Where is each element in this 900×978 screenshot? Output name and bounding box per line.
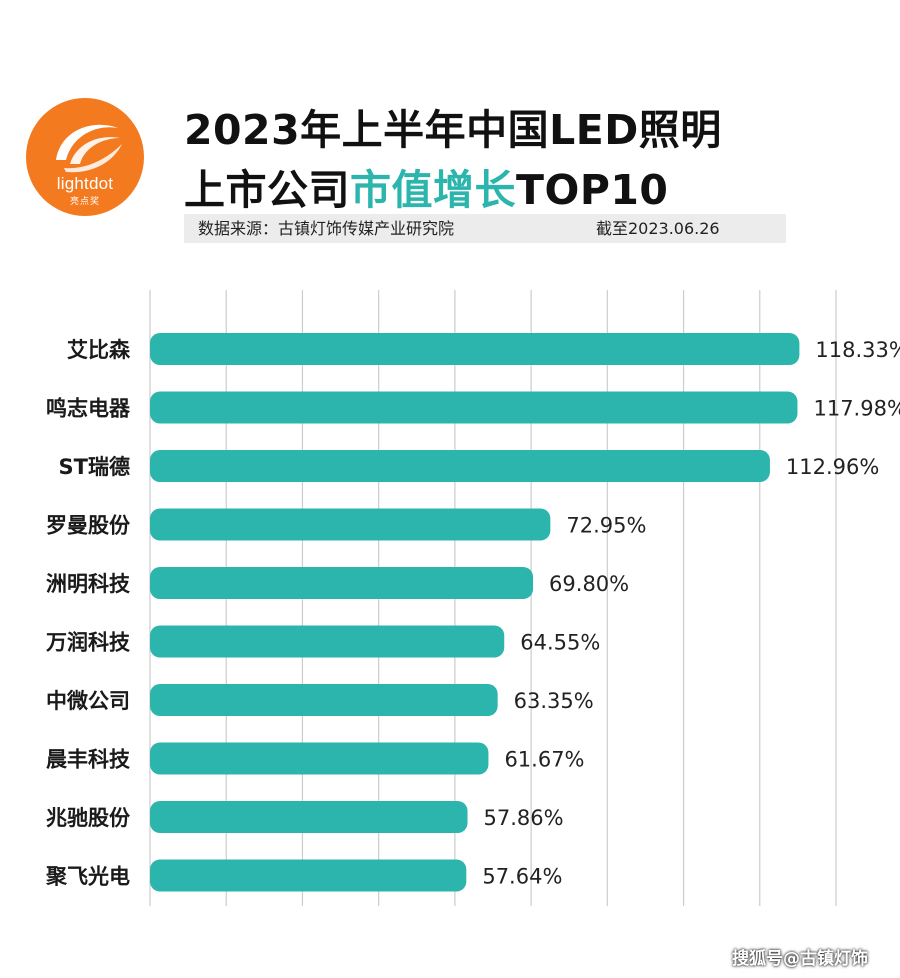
value-label: 64.55%: [520, 631, 600, 655]
title-line-1: 2023年上半年中国LED照明: [184, 96, 722, 156]
data-date: 截至2023.06.26: [596, 219, 720, 238]
value-label: 118.33%: [815, 338, 900, 362]
value-label: 69.80%: [549, 572, 629, 596]
value-label: 112.96%: [786, 455, 879, 479]
bar: [150, 450, 770, 482]
bar: [150, 508, 551, 541]
data-source: 数据来源：古镇灯饰传媒产业研究院: [198, 219, 455, 238]
title-suffix: TOP10: [516, 166, 669, 214]
category-label: 罗曼股份: [46, 514, 131, 538]
value-label: 63.35%: [514, 689, 594, 713]
logo-swoosh-icon: [56, 124, 122, 173]
value-label: 72.95%: [566, 514, 646, 538]
source-bar: 数据来源：古镇灯饰传媒产业研究院 截至2023.06.26: [184, 214, 786, 243]
value-label: 61.67%: [504, 748, 584, 772]
category-label: 晨丰科技: [46, 748, 131, 772]
category-label: 中微公司: [46, 689, 130, 713]
title-line-1-text: 2023年上半年中国LED照明: [184, 106, 722, 154]
title-line-2: 上市公司市值增长TOP10: [184, 156, 668, 216]
category-label: 艾比森: [67, 338, 131, 362]
category-label: 聚飞光电: [45, 865, 130, 889]
category-label: 万润科技: [45, 631, 131, 655]
value-label: 57.64%: [482, 865, 562, 889]
bar: [150, 859, 467, 892]
category-label: 兆驰股份: [46, 806, 131, 830]
bar: [150, 333, 800, 365]
bar: [150, 391, 798, 424]
bar: [150, 684, 498, 716]
lightdot-logo: lightdot 亮点奖: [26, 98, 144, 216]
bar: [150, 801, 468, 833]
title-prefix: 上市公司: [184, 166, 350, 214]
bar: [150, 567, 534, 599]
bar: [150, 625, 505, 658]
value-label: 117.98%: [813, 397, 900, 421]
bar: [150, 742, 489, 775]
logo-text-cn: 亮点奖: [69, 196, 100, 206]
title-accent: 市值增长: [350, 166, 516, 214]
category-label: 洲明科技: [46, 572, 131, 596]
watermark: 搜狐号@古镇灯饰: [732, 949, 868, 969]
value-label: 57.86%: [484, 806, 564, 830]
category-label: 鸣志电器: [46, 397, 131, 421]
category-label: ST瑞德: [59, 455, 130, 479]
logo-text-en: lightdot: [56, 174, 114, 193]
